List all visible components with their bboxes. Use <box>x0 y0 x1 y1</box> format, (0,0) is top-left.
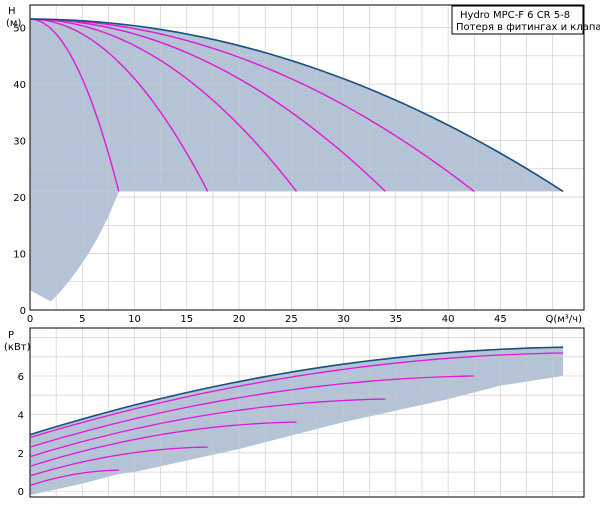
head-low-flow-region <box>30 191 119 302</box>
head-x-label: Q(м³/ч) <box>545 314 582 325</box>
head-curve-5 <box>29 18 475 192</box>
head-frame <box>29 4 585 311</box>
head-curve-3 <box>29 18 298 192</box>
head-x-tick: 5 <box>79 314 85 325</box>
head-y-tick: 30 <box>13 137 26 148</box>
power-frame <box>29 327 585 498</box>
head-x-tick: 30 <box>337 314 350 325</box>
power-y-tick: 4 <box>18 410 24 421</box>
power-curve-4 <box>29 398 386 458</box>
head-x-tick: 15 <box>180 314 193 325</box>
power-y-tick: 0 <box>18 487 24 498</box>
power-y-tick: 6 <box>18 372 24 383</box>
head-x-tick: 40 <box>442 314 455 325</box>
head-y-tick: 40 <box>13 80 26 91</box>
head-operating-area <box>30 19 564 192</box>
power-curve-6 <box>29 352 564 439</box>
power-operating-area <box>30 347 564 496</box>
head-y-tick: 50 <box>13 24 26 35</box>
power-envelope <box>29 346 564 436</box>
head-curve-1 <box>29 18 120 192</box>
head-curve-4 <box>29 18 386 192</box>
power-curve-5 <box>29 375 475 448</box>
head-y-label: H <box>8 6 16 17</box>
legend-subtitle: Потеря в фитингах и клапанах <box>456 22 600 33</box>
legend-title: Hydro MPC-F 6 CR 5-8 <box>460 10 570 21</box>
power-y-tick: 2 <box>18 449 24 460</box>
head-x-tick: 0 <box>27 314 33 325</box>
head-x-tick: 10 <box>128 314 141 325</box>
head-y-tick: 0 <box>20 306 26 317</box>
head-x-tick: 20 <box>233 314 246 325</box>
head-y-unit: (м) <box>6 18 21 29</box>
head-y-tick: 10 <box>13 250 26 261</box>
head-x-tick: 45 <box>494 314 507 325</box>
legend-box <box>451 5 584 35</box>
head-x-tick: 25 <box>285 314 298 325</box>
power-y-unit: (кВт) <box>4 342 31 353</box>
head-y-tick: 20 <box>13 193 26 204</box>
head-curve-2 <box>29 18 209 192</box>
head-curve-6 <box>29 18 564 193</box>
power-curve-3 <box>29 421 297 467</box>
head-x-tick: 35 <box>389 314 402 325</box>
power-curve-1 <box>29 469 119 487</box>
power-y-label: P <box>8 330 14 341</box>
power-curve-2 <box>29 446 208 477</box>
